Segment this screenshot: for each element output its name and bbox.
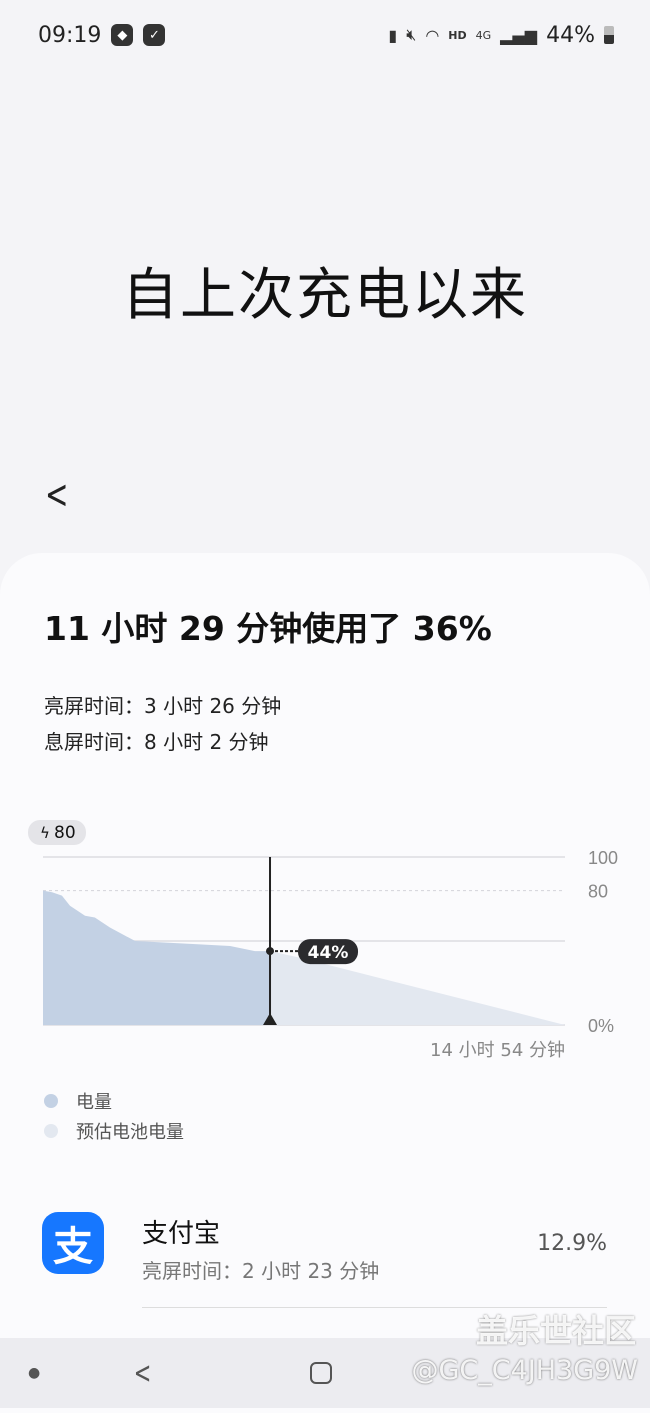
y-tick-label: 80 xyxy=(588,882,608,902)
chevron-left-icon: < xyxy=(45,472,69,518)
divider xyxy=(142,1307,607,1308)
maps-badge-icon: ◆ xyxy=(111,24,134,46)
battery-icon xyxy=(604,26,614,44)
watermark-logo: 盖乐世社区 xyxy=(475,1312,636,1350)
back-button[interactable]: < xyxy=(45,472,68,518)
status-bar: 09:19 ◆ ✓ ▮ 🔇︎ ◠ HD 4G ▂▄▆ 44% xyxy=(38,18,614,52)
series-area-1 xyxy=(270,951,565,1025)
mute-icon: 🔇︎ xyxy=(406,25,417,44)
app-percent: 12.9% xyxy=(537,1231,607,1256)
check-icon: ✓ xyxy=(143,24,166,46)
battery-percent: 44% xyxy=(546,22,595,48)
y-tick-label: 0% xyxy=(588,1016,614,1036)
charge-badge-label: 80 xyxy=(54,823,76,843)
signal-icon: ▂▄▆ xyxy=(500,25,538,45)
current-badge-label: 44% xyxy=(308,943,349,963)
legend-dot xyxy=(44,1124,58,1138)
legend-label: 预估电池电量 xyxy=(76,1122,184,1143)
page-title: 自上次充电以来 xyxy=(122,263,528,328)
menu-dot-icon[interactable]: ● xyxy=(28,1365,41,1381)
wifi-hd-label: HD xyxy=(448,28,467,42)
navigation-bar: ● < xyxy=(0,1338,650,1408)
home-button[interactable] xyxy=(310,1362,332,1384)
charge-badge xyxy=(28,820,86,845)
watermark-user: @GC_C4JH3G9W xyxy=(411,1355,638,1386)
x-end-label: 14 小时 54 分钟 xyxy=(430,1040,565,1060)
screen-off-time: 息屏时间：8 小时 2 分钟 xyxy=(44,730,269,754)
app-name: 支付宝 xyxy=(142,1219,221,1249)
network-type: 4G xyxy=(475,28,492,42)
app-screen-time: 亮屏时间：2 小时 23 分钟 xyxy=(142,1259,380,1283)
legend-item-estimated: 预估电池电量 xyxy=(44,1118,184,1144)
series-area-0 xyxy=(43,890,271,1025)
legend-item-battery: 电量 xyxy=(44,1088,112,1114)
wifi-icon: ◠ xyxy=(425,25,440,45)
y-tick-label: 100 xyxy=(588,848,618,868)
screen-on-time: 亮屏时间：3 小时 26 分钟 xyxy=(44,694,282,718)
current-badge xyxy=(298,939,359,965)
legend-label: 电量 xyxy=(76,1092,112,1113)
cursor-handle xyxy=(263,1013,278,1025)
usage-summary: 11 小时 29 分钟使用了 36% xyxy=(44,609,492,648)
battery-saver-icon: ▮ xyxy=(388,25,398,45)
back-nav-button[interactable]: < xyxy=(133,1355,152,1391)
clock: 09:19 xyxy=(38,22,102,48)
alipay-icon: 支 xyxy=(42,1212,104,1274)
bolt-icon: ϟ xyxy=(40,824,50,842)
legend-dot xyxy=(44,1094,58,1108)
